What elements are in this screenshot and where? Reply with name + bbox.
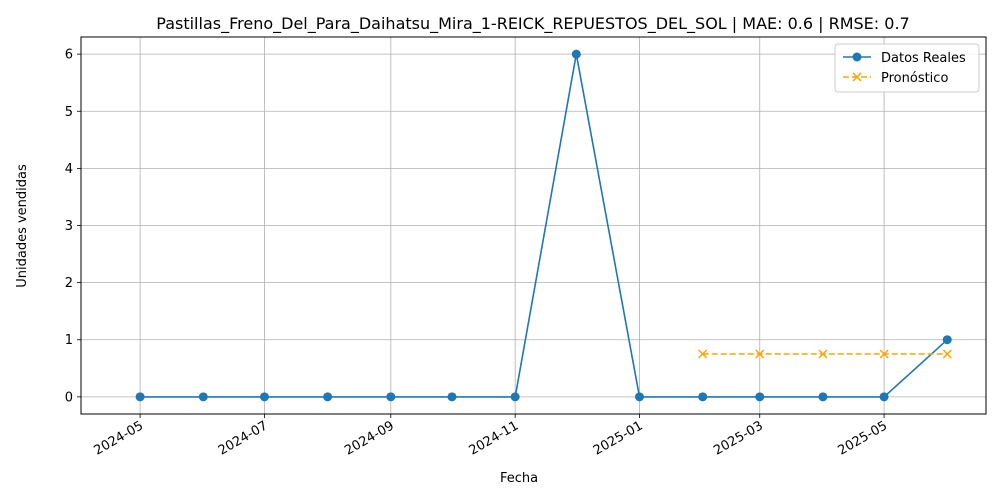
x-tick-label: 2024-07 [216, 418, 271, 458]
series-line-actual [140, 53, 948, 398]
data-point [447, 392, 457, 402]
data-point [135, 392, 145, 402]
data-point [634, 392, 644, 402]
legend-label-actual: Datos Reales [881, 51, 966, 66]
y-tick-label: 0 [65, 390, 73, 405]
forecast-point [698, 349, 708, 359]
x-tick-label: 2025-05 [836, 418, 891, 458]
forecast-point [879, 349, 889, 359]
x-tick-label: 2024-05 [92, 418, 147, 458]
legend-marker-forecast [852, 72, 862, 82]
forecast-point [818, 349, 828, 359]
data-point [198, 392, 208, 402]
grid [81, 37, 986, 414]
legend-marker-actual [852, 52, 862, 62]
x-tick-label: 2024-11 [467, 418, 522, 458]
data-point [879, 392, 889, 402]
x-tick-label: 2025-03 [711, 418, 766, 458]
x-axis: 2024-05 2024-07 2024-09 2024-11 2025-01 2025-… [92, 414, 891, 459]
x-axis-title: Fecha [500, 471, 538, 486]
forecast-point [755, 349, 765, 359]
data-point [510, 392, 520, 402]
y-tick-label: 2 [65, 276, 73, 291]
data-point [942, 335, 952, 345]
y-tick-label: 4 [65, 162, 73, 177]
y-axis: 0 1 2 3 4 5 6 [65, 48, 81, 405]
y-tick-label: 3 [65, 219, 73, 234]
chart-title: Pastillas_Freno_Del_Para_Daihatsu_Mira_1… [156, 14, 909, 34]
data-point [755, 392, 765, 402]
data-point [818, 392, 828, 402]
y-axis-title: Unidades vendidas [15, 164, 30, 288]
y-tick-label: 6 [65, 48, 73, 63]
data-point [698, 392, 708, 402]
data-point [259, 392, 269, 402]
series-layer [135, 49, 952, 402]
x-tick-label: 2024-09 [342, 418, 397, 458]
forecast-point [942, 349, 952, 359]
y-tick-label: 1 [65, 333, 73, 348]
x-tick-label: 2025-01 [591, 418, 646, 458]
legend-label-forecast: Pronóstico [881, 71, 948, 86]
legend: Datos Reales Pronóstico [834, 43, 980, 93]
data-point [323, 392, 333, 402]
legend-box [834, 43, 980, 93]
y-tick-label: 5 [65, 105, 73, 120]
data-point [386, 392, 396, 402]
data-point [571, 49, 581, 59]
